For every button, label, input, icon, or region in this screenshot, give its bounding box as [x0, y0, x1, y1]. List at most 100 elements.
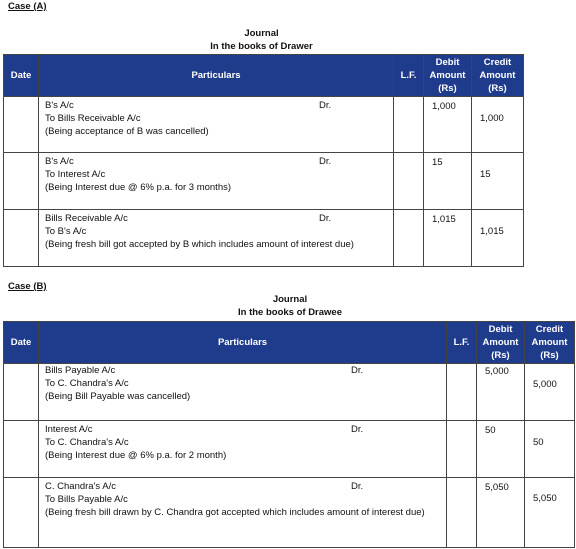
debit-header-line: Amount: [482, 337, 519, 348]
credit-header-line: Credit: [535, 324, 564, 335]
narration: (Being Bill Payable was cancelled): [45, 391, 191, 402]
dr-marker: Dr.: [319, 213, 332, 224]
credit-amount: 15: [480, 169, 491, 180]
debit-header: Debit Amount (Rs): [476, 321, 525, 364]
lf-cell: [446, 363, 477, 421]
journal-header-row: Date Particulars L.F. Debit Amount (Rs) …: [3, 54, 524, 97]
date-cell: [3, 152, 39, 210]
credit-amount: 1,015: [480, 226, 504, 237]
particulars-header: Particulars: [38, 54, 394, 97]
journal-entry-row: Bills Payable A/c To C. Chandra's A/c (B…: [3, 363, 575, 421]
debit-amount-cell: 50: [476, 420, 525, 478]
credit-account: To C. Chandra's A/c: [45, 378, 129, 389]
credit-header-line: Amount: [479, 70, 516, 81]
credit-amount: 1,000: [480, 113, 504, 124]
credit-amount-cell: 15: [471, 152, 524, 210]
dr-marker: Dr.: [319, 156, 332, 167]
particulars-cell: C. Chandra's A/c To Bills Payable A/c (B…: [38, 477, 447, 548]
credit-amount: 50: [533, 437, 544, 448]
narration: (Being fresh bill got accepted by B whic…: [45, 239, 354, 250]
debit-header-line: Debit: [488, 324, 513, 335]
lf-cell: [446, 477, 477, 548]
credit-header-line: Amount: [531, 337, 568, 348]
narration: (Being Interest due @ 6% p.a. for 2 mont…: [45, 450, 227, 461]
case-b-label: Case (B): [8, 281, 47, 292]
debit-amount: 50: [485, 425, 496, 436]
credit-amount-cell: 1,015: [471, 209, 524, 267]
lf-header: L.F.: [446, 321, 477, 364]
debit-header: Debit Amount (Rs): [423, 54, 472, 97]
journal-entry-row: Interest A/c To C. Chandra's A/c (Being …: [3, 420, 575, 478]
debit-header-line: Amount: [429, 70, 466, 81]
journal-header-row: Date Particulars L.F. Debit Amount (Rs) …: [3, 321, 575, 364]
date-header: Date: [3, 321, 39, 364]
particulars-header: Particulars: [38, 321, 447, 364]
debit-account: Interest A/c: [45, 424, 93, 435]
lf-cell: [393, 209, 424, 267]
debit-account: B's A/c: [45, 156, 74, 167]
lf-cell: [393, 152, 424, 210]
journal-b-subtitle: In the books of Drawee: [238, 307, 342, 318]
journal-entry-row: B's A/c To Bills Receivable A/c (Being a…: [3, 96, 524, 153]
credit-amount-cell: 5,000: [524, 363, 575, 421]
journal-a-title: Journal: [244, 28, 279, 39]
credit-header-line: (Rs): [488, 83, 507, 94]
credit-account: To Interest A/c: [45, 169, 106, 180]
date-header: Date: [3, 54, 39, 97]
dr-marker: Dr.: [319, 100, 332, 111]
debit-amount-cell: 5,050: [476, 477, 525, 548]
narration: (Being Interest due @ 6% p.a. for 3 mont…: [45, 182, 232, 193]
debit-amount: 5,000: [485, 366, 509, 377]
date-cell: [3, 96, 39, 153]
debit-amount: 1,000: [432, 101, 456, 112]
dr-marker: Dr.: [351, 424, 364, 435]
credit-amount: 5,000: [533, 379, 557, 390]
debit-header-line: (Rs): [491, 350, 510, 361]
credit-account: To B's A/c: [45, 226, 87, 237]
dr-marker: Dr.: [351, 365, 364, 376]
debit-amount-cell: 5,000: [476, 363, 525, 421]
journal-a-title-block: Journal In the books of Drawer: [0, 27, 523, 53]
credit-header: Credit Amount (Rs): [471, 54, 524, 97]
particulars-cell: B's A/c To Bills Receivable A/c (Being a…: [38, 96, 394, 153]
debit-account: C. Chandra's A/c: [45, 481, 116, 492]
credit-account: To Bills Payable A/c: [45, 494, 128, 505]
journal-entry-row: Bills Receivable A/c To B's A/c (Being f…: [3, 209, 524, 267]
debit-account: Bills Payable A/c: [45, 365, 116, 376]
credit-header: Credit Amount (Rs): [524, 321, 575, 364]
debit-header-line: Debit: [435, 57, 460, 68]
lf-cell: [446, 420, 477, 478]
debit-amount-cell: 15: [423, 152, 472, 210]
lf-header: L.F.: [393, 54, 424, 97]
credit-header-line: (Rs): [540, 350, 559, 361]
debit-amount: 1,015: [432, 214, 456, 225]
credit-account: To Bills Receivable A/c: [45, 113, 141, 124]
journal-entry-row: C. Chandra's A/c To Bills Payable A/c (B…: [3, 477, 575, 548]
debit-amount-cell: 1,015: [423, 209, 472, 267]
narration: (Being fresh bill drawn by C. Chandra go…: [45, 507, 425, 518]
journal-b-title: Journal: [272, 294, 308, 305]
particulars-cell: Bills Payable A/c To C. Chandra's A/c (B…: [38, 363, 447, 421]
date-cell: [3, 209, 39, 267]
journal-b-title-block: Journal In the books of Drawee: [0, 293, 576, 319]
credit-amount-cell: 5,050: [524, 477, 575, 548]
credit-header-line: Credit: [483, 57, 512, 68]
particulars-cell: Bills Receivable A/c To B's A/c (Being f…: [38, 209, 394, 267]
dr-marker: Dr.: [351, 481, 364, 492]
debit-amount-cell: 1,000: [423, 96, 472, 153]
date-cell: [3, 477, 39, 548]
debit-account: B's A/c: [45, 100, 74, 111]
narration: (Being acceptance of B was cancelled): [45, 126, 209, 137]
credit-amount-cell: 50: [524, 420, 575, 478]
debit-amount: 15: [432, 157, 443, 168]
credit-amount-cell: 1,000: [471, 96, 524, 153]
journal-a-subtitle: In the books of Drawer: [210, 41, 313, 52]
particulars-cell: Interest A/c To C. Chandra's A/c (Being …: [38, 420, 447, 478]
date-cell: [3, 363, 39, 421]
debit-amount: 5,050: [485, 482, 509, 493]
case-a-label: Case (A): [8, 1, 47, 12]
journal-table-b: Date Particulars L.F. Debit Amount (Rs) …: [3, 321, 575, 548]
particulars-cell: B's A/c To Interest A/c (Being Interest …: [38, 152, 394, 210]
lf-cell: [393, 96, 424, 153]
journal-entry-row: B's A/c To Interest A/c (Being Interest …: [3, 152, 524, 210]
